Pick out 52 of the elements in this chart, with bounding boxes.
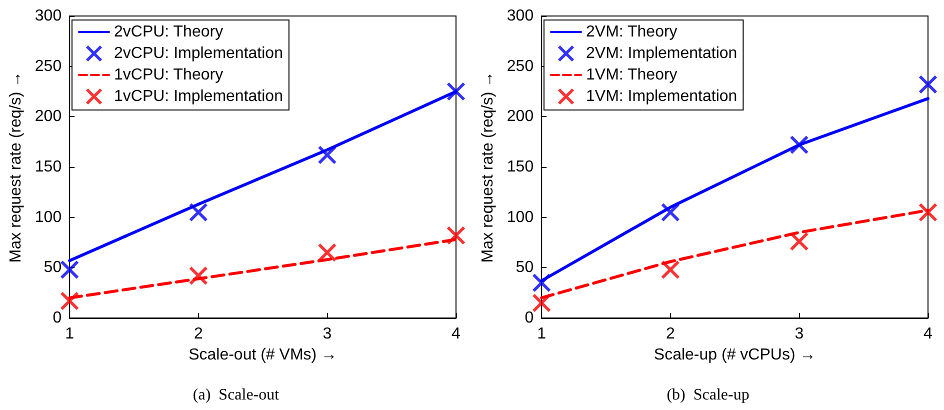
y-tick-label: 0	[524, 310, 534, 326]
point	[188, 202, 208, 222]
x-tick-label: 1	[65, 326, 74, 342]
legend-label: 1vCPU: Implementation	[114, 88, 283, 105]
y-tick-label: 150	[34, 158, 62, 176]
y-tick-label: 50	[516, 259, 534, 276]
y-tick-label: 100	[34, 208, 62, 226]
point	[188, 266, 208, 286]
text: (a) Scale-out	[192, 386, 280, 404]
point	[532, 273, 552, 292]
point	[318, 243, 337, 262]
y-axis-title: Max request rate (req/s) →	[8, 71, 24, 263]
y-axis-title: Max request rate (req/s) →	[480, 71, 496, 263]
legend-label: 2VM: Implementation	[586, 45, 738, 62]
point	[60, 260, 80, 280]
y-tick-label: 200	[506, 108, 534, 126]
point	[532, 293, 552, 312]
y-tick-label: 0	[52, 310, 62, 326]
point	[918, 74, 938, 94]
y-tick-label: 250	[34, 58, 62, 75]
legend-label: 2VM: Theory	[586, 24, 678, 40]
legend-label: 2vCPU: Implementation	[114, 45, 283, 62]
point	[318, 145, 337, 164]
x-axis-title: Scale-up (# vCPUs) →	[654, 346, 816, 364]
point	[446, 226, 466, 245]
text: (b) Scale-up	[666, 386, 750, 404]
point	[660, 202, 680, 222]
point	[918, 202, 938, 222]
x-tick-label: 4	[924, 326, 933, 342]
point	[60, 291, 80, 310]
x-tick-label: 3	[794, 326, 804, 342]
x-tick-label: 2	[194, 326, 203, 342]
x-tick-label: 4	[452, 326, 461, 342]
y-tick-label: 250	[506, 58, 534, 75]
legend-label: 1VM: Implementation	[586, 88, 738, 105]
y-tick-label: 50	[44, 259, 62, 276]
point	[790, 232, 809, 251]
x-tick-label: 3	[322, 326, 332, 342]
x-axis-title: Scale-out (# VMs) →	[188, 346, 338, 364]
legend-label: 2vCPU: Theory	[114, 24, 224, 40]
point	[660, 260, 680, 280]
point	[446, 82, 466, 101]
y-tick-label: 300	[34, 8, 62, 24]
y-tick-label: 300	[506, 8, 534, 24]
x-tick-label: 2	[666, 326, 675, 342]
legend-label: 1VM: Theory	[586, 66, 678, 84]
x-tick-label: 1	[537, 326, 546, 342]
legend-label: 1vCPU: Theory	[114, 66, 224, 84]
y-tick-label: 200	[34, 108, 62, 126]
y-tick-label: 150	[506, 158, 534, 176]
point	[790, 135, 809, 154]
y-tick-label: 100	[506, 208, 534, 226]
